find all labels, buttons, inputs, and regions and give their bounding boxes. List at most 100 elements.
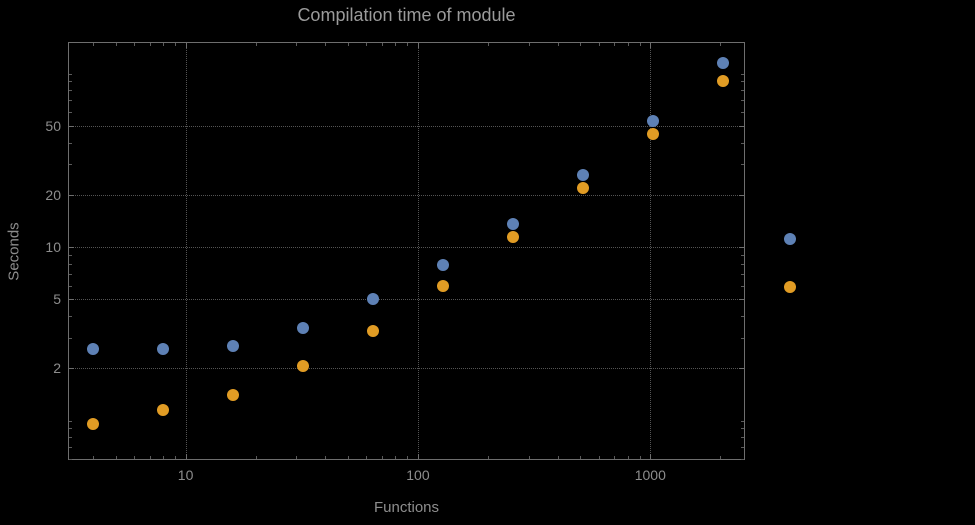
y-minor-tick-mark — [69, 73, 72, 75]
x-minor-tick-mark — [115, 456, 117, 459]
data-point-series-2 — [227, 389, 239, 402]
x-tick-mark — [650, 43, 652, 48]
x-minor-tick-mark — [487, 456, 489, 459]
data-point-series-2 — [646, 127, 659, 140]
data-point-series-2 — [436, 279, 449, 292]
x-minor-tick-mark — [720, 456, 722, 459]
y-tick-mark — [739, 368, 744, 370]
x-minor-tick-mark — [407, 43, 409, 46]
x-tick-mark — [417, 43, 419, 48]
y-tick-label: 20 — [45, 186, 61, 203]
x-tick-label: 100 — [406, 467, 430, 483]
y-minor-tick-mark — [741, 437, 744, 439]
x-minor-tick-mark — [580, 456, 582, 459]
x-minor-tick-mark — [348, 43, 349, 46]
x-axis-label: Functions — [373, 499, 440, 516]
x-minor-tick-mark — [627, 456, 629, 459]
y-tick-label: 2 — [53, 360, 61, 377]
data-point-series-2 — [576, 181, 589, 194]
y-tick-mark — [69, 299, 74, 301]
data-point-series-1 — [436, 258, 449, 271]
x-tick-label: 10 — [177, 467, 194, 483]
x-minor-tick-mark — [407, 456, 409, 459]
x-minor-tick-mark — [149, 43, 151, 46]
legend — [784, 233, 796, 329]
y-minor-tick-mark — [69, 437, 72, 439]
y-tick-mark — [739, 299, 744, 301]
y-tick-label: 5 — [53, 291, 61, 308]
y-minor-tick-mark — [741, 273, 744, 275]
x-minor-tick-mark — [115, 43, 117, 46]
y-minor-tick-mark — [69, 90, 72, 92]
legend-item-series-1 — [784, 233, 796, 245]
x-minor-tick-mark — [93, 456, 95, 459]
y-tick-mark — [69, 368, 74, 370]
x-minor-tick-mark — [163, 456, 165, 459]
x-minor-tick-mark — [255, 43, 257, 46]
legend-marker-series-1 — [784, 233, 796, 245]
data-point-series-1 — [366, 293, 379, 306]
x-minor-tick-mark — [598, 456, 600, 459]
x-gridline — [185, 43, 187, 459]
x-minor-tick-mark — [487, 43, 489, 46]
x-tick-mark — [650, 454, 652, 459]
x-minor-tick-mark — [580, 43, 582, 46]
y-gridline — [69, 125, 744, 127]
chart-title: Compilation time of module — [297, 5, 516, 25]
y-minor-tick-mark — [69, 285, 72, 287]
y-minor-tick-mark — [741, 285, 744, 287]
y-gridline — [69, 368, 744, 370]
y-tick-mark — [739, 194, 744, 196]
y-minor-tick-mark — [741, 337, 744, 339]
y-minor-tick-mark — [69, 164, 72, 166]
y-minor-tick-mark — [69, 263, 72, 265]
y-minor-tick-mark — [741, 142, 744, 144]
x-minor-tick-mark — [325, 456, 327, 459]
x-minor-tick-mark — [134, 456, 136, 459]
x-minor-tick-mark — [174, 43, 176, 46]
y-gridline — [69, 194, 744, 196]
data-point-series-1 — [576, 169, 589, 182]
y-minor-tick-mark — [69, 142, 72, 144]
y-gridline — [69, 247, 744, 249]
y-tick-mark — [739, 125, 744, 127]
data-point-series-1 — [506, 218, 519, 231]
y-tick-mark — [69, 247, 74, 249]
x-minor-tick-mark — [93, 43, 95, 46]
y-minor-tick-mark — [69, 273, 72, 275]
y-gridline — [69, 299, 744, 301]
y-minor-tick-mark — [741, 90, 744, 92]
x-tick-label: 1000 — [634, 467, 666, 483]
y-tick-label: 50 — [45, 117, 61, 134]
x-minor-tick-mark — [348, 456, 349, 459]
x-minor-tick-mark — [296, 43, 298, 46]
y-tick-mark — [69, 194, 74, 196]
y-minor-tick-mark — [741, 316, 744, 318]
plot-area: 10 100 1000 2 5 10 20 50 — [45, 42, 745, 483]
x-minor-tick-mark — [720, 43, 722, 46]
x-minor-tick-mark — [639, 456, 641, 459]
x-minor-tick-mark — [614, 456, 616, 459]
data-point-series-2 — [296, 360, 309, 373]
x-minor-tick-mark — [381, 43, 383, 46]
legend-item-series-2 — [784, 281, 796, 293]
y-minor-tick-mark — [741, 81, 744, 83]
y-tick-label: 10 — [45, 239, 61, 256]
y-minor-tick-mark — [741, 112, 744, 114]
x-minor-tick-mark — [528, 43, 530, 46]
x-minor-tick-mark — [174, 456, 176, 459]
x-minor-tick-mark — [395, 43, 397, 46]
x-minor-tick-mark — [134, 43, 136, 46]
y-minor-tick-mark — [741, 447, 744, 449]
y-tick-mark — [739, 247, 744, 249]
x-minor-tick-mark — [149, 456, 151, 459]
data-point-series-2 — [157, 403, 170, 416]
x-minor-tick-mark — [528, 456, 530, 459]
x-minor-tick-mark — [639, 43, 641, 46]
x-minor-tick-mark — [296, 456, 298, 459]
data-point-series-1 — [157, 342, 170, 355]
x-gridline — [650, 43, 652, 459]
x-minor-tick-mark — [366, 456, 368, 459]
y-minor-tick-mark — [741, 420, 744, 422]
y-minor-tick-mark — [69, 459, 72, 460]
